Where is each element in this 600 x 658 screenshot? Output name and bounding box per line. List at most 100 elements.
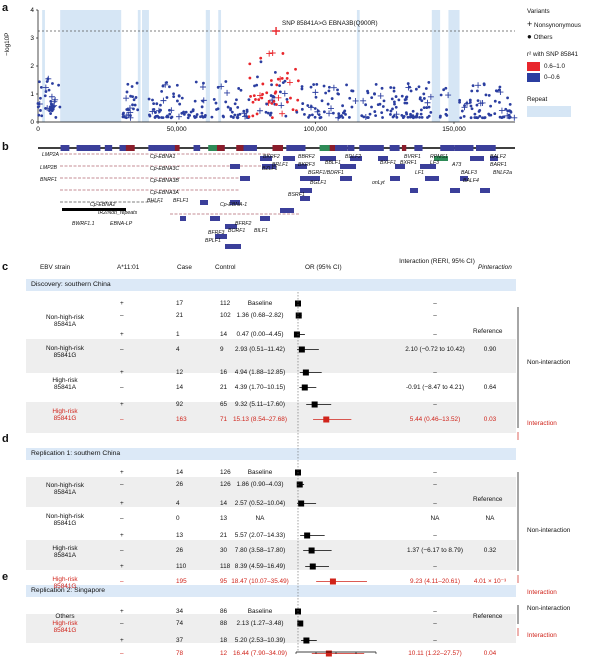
variant-point [259, 60, 263, 64]
variant-point [509, 110, 513, 114]
gene-label: Cp-EBNA2 [90, 202, 116, 208]
variant-point [235, 98, 238, 102]
or-marker-13 [308, 547, 315, 554]
repeat-region-8 [448, 10, 460, 122]
swatch-low [527, 73, 540, 82]
variant-point [39, 86, 43, 89]
gene-block [272, 145, 284, 151]
variant-point [296, 79, 300, 83]
cell-allele: – [120, 515, 124, 522]
variant-point [373, 92, 376, 96]
gene-label: onLyt [372, 180, 385, 186]
gene-block [104, 145, 113, 151]
variant-point [236, 105, 240, 109]
variant-point [160, 90, 164, 93]
variant-point [404, 111, 408, 115]
cell-interaction: – [433, 469, 437, 476]
variant-point [473, 116, 477, 119]
ir2-repeat-block [62, 208, 126, 211]
variant-point [397, 98, 401, 102]
cell-control: 21 [220, 532, 228, 539]
ref-label-2: Reference [473, 496, 503, 503]
cell-control: 65 [220, 401, 228, 408]
cell-allele: + [120, 300, 124, 307]
gene-block [329, 145, 335, 151]
variant-point [362, 115, 366, 119]
variant-point [44, 107, 47, 110]
variant-point [233, 102, 237, 106]
cell-interaction: – [433, 481, 437, 488]
variant-point [381, 116, 384, 119]
cell-allele: + [120, 401, 124, 408]
variant-point [247, 98, 251, 102]
gene-label: BALF4 [463, 178, 479, 184]
cell-interaction: 1.37 (−6.17 to 8.79) [407, 547, 463, 554]
variant-point [308, 113, 312, 117]
cell-or: Baseline [247, 469, 273, 476]
variant-point [50, 109, 54, 113]
variant-point [295, 110, 299, 114]
variant-point [392, 89, 396, 93]
gene-segment-21 [450, 188, 460, 193]
variant-point [151, 98, 154, 102]
cell-case: 26 [176, 547, 184, 554]
hdr-or: OR (95% CI) [305, 264, 342, 271]
variant-point [392, 86, 396, 90]
variant-point [422, 97, 426, 100]
variant-point [168, 108, 171, 112]
variant-point [285, 77, 289, 80]
gene-block [89, 145, 101, 151]
variant-point [393, 102, 396, 106]
variant-nonsyn [51, 102, 58, 109]
gene-label: IR2/NotI_repeats [98, 210, 138, 216]
gene-label: BALF3 [461, 170, 477, 176]
cell-allele: + [120, 563, 124, 570]
variant-point [411, 116, 415, 120]
variant-point [130, 85, 134, 88]
cell-control: 9 [220, 346, 224, 353]
variant-point [306, 104, 310, 107]
gene-segment-3 [350, 156, 362, 161]
cell-p: 0.04 [483, 650, 497, 657]
variant-nonsyn [149, 108, 156, 115]
shade-s1 [26, 614, 516, 643]
variant-point [470, 107, 474, 111]
variant-point [214, 101, 218, 105]
variant-point [347, 115, 351, 119]
cell-case: 74 [176, 620, 184, 627]
gene-label: LMP2A [42, 152, 60, 158]
noninteraction-label-2: Non-interaction [527, 527, 571, 534]
cell-or: 4.39 (1.70–10.15) [234, 384, 286, 391]
variant-point [374, 114, 378, 118]
legend-nonsyn: + Nonsynonymous [527, 19, 581, 29]
cell-or: 5.20 (2.53–10.39) [234, 637, 286, 644]
gene-block [148, 145, 157, 151]
genome-map [38, 145, 515, 249]
variant-point [280, 76, 284, 80]
variant-point [40, 114, 44, 118]
dot-icon: ● [527, 32, 532, 41]
variant-point [330, 97, 334, 100]
variant-point [224, 100, 228, 104]
swatch-high [527, 62, 540, 71]
variant-nonsyn [445, 92, 452, 99]
gene-label: Cp-EBNA1 [150, 154, 176, 160]
variant-point [248, 62, 252, 66]
variant-point [484, 93, 488, 97]
repeat-region-7 [431, 10, 441, 122]
variant-point [506, 96, 509, 100]
cell-case: 21 [176, 312, 184, 319]
cell-case: 14 [176, 469, 184, 476]
cell-or: 7.80 (3.58–17.80) [234, 547, 286, 554]
variant-point [341, 104, 345, 108]
group-nh-a-2: Non-high-risk 85841A [45, 482, 84, 496]
cell-control: 126 [220, 481, 231, 488]
cell-interaction: 5.44 (0.46–13.52) [409, 416, 461, 423]
cell-interaction: – [433, 637, 437, 644]
gene-block [60, 145, 70, 151]
variant-point [507, 113, 511, 117]
variant-point [460, 109, 464, 113]
variant-nonsyn [497, 89, 504, 96]
variant-nonsyn [405, 84, 412, 91]
